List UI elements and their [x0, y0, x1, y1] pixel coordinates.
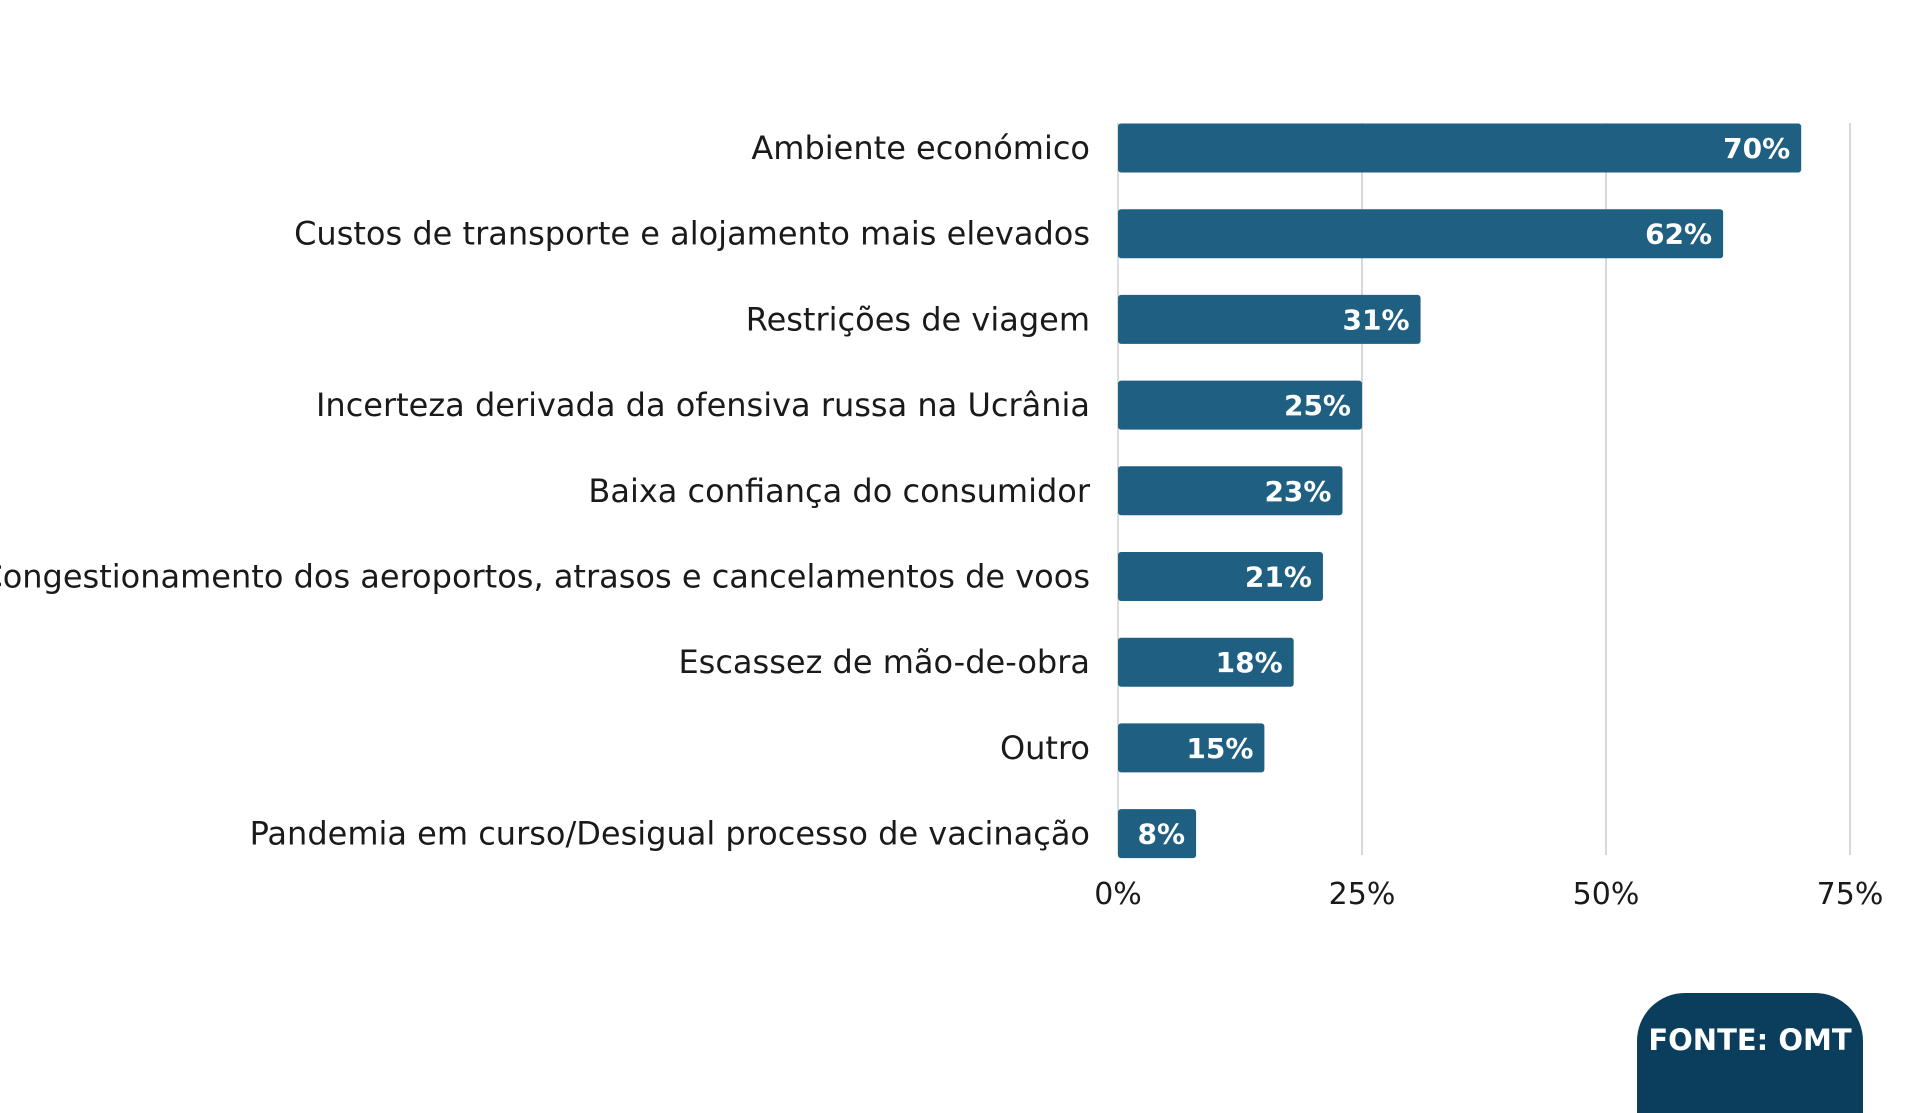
category-label: Restrições de viagem	[746, 300, 1090, 338]
bar	[1118, 294, 1421, 344]
source-badge: FONTE: OMT	[1637, 993, 1863, 1113]
data-label: 8%	[1138, 818, 1186, 851]
x-tick-label: 25%	[1329, 877, 1396, 912]
source-label: FONTE: OMT	[1648, 1023, 1852, 1057]
x-tick-label: 50%	[1573, 877, 1640, 912]
bar	[1118, 637, 1294, 687]
category-label: Congestionamento dos aeroportos, atrasos…	[0, 558, 1090, 596]
bar	[1118, 552, 1323, 601]
x-tick-label: 0%	[1094, 877, 1142, 912]
data-label: 70%	[1723, 132, 1790, 165]
bar	[1118, 466, 1343, 516]
bar	[1118, 723, 1265, 773]
data-label: 21%	[1245, 561, 1312, 594]
category-label: Escassez de mão-de-obra	[678, 643, 1090, 681]
data-label: 25%	[1284, 389, 1351, 422]
data-label: 62%	[1645, 218, 1712, 251]
data-label: 18%	[1216, 646, 1283, 679]
bar	[1118, 380, 1362, 430]
data-label: 31%	[1343, 303, 1410, 336]
data-label: 15%	[1186, 732, 1253, 765]
category-label: Pandemia em curso/Desigual processo de v…	[250, 815, 1090, 853]
category-label: Custos de transporte e alojamento mais e…	[294, 215, 1090, 253]
bar	[1118, 209, 1724, 259]
category-label: Incerteza derivada da ofensiva russa na …	[316, 386, 1090, 424]
data-label: 23%	[1264, 475, 1331, 508]
bar	[1118, 123, 1802, 173]
bar	[1118, 809, 1197, 859]
x-tick-label: 75%	[1817, 877, 1884, 912]
category-label: Outro	[1000, 729, 1090, 767]
category-label: Baixa confiança do consumidor	[588, 472, 1090, 510]
bar-chart: 0% 25% 50% 75% Ambiente económico 70% Custos d…	[0, 123, 1884, 912]
category-label: Ambiente económico	[751, 129, 1090, 167]
